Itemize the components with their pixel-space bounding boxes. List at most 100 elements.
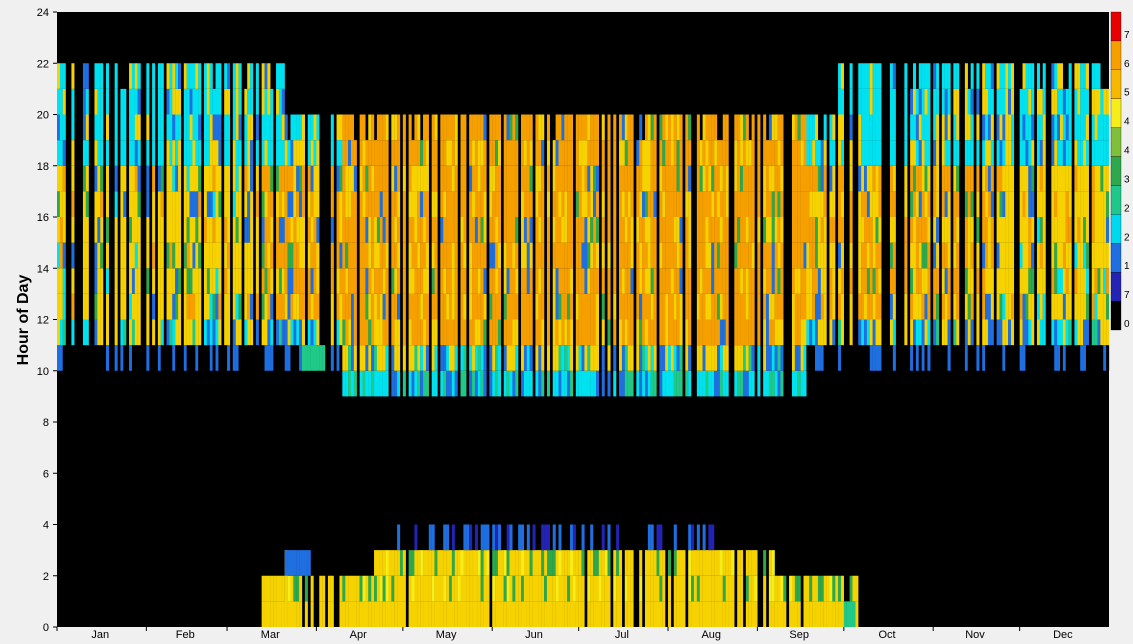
heatmap-cell bbox=[224, 293, 228, 320]
heatmap-cell bbox=[665, 114, 669, 141]
heatmap-cell bbox=[397, 217, 401, 243]
heatmap-cell bbox=[238, 63, 242, 89]
heatmap-cell bbox=[725, 319, 729, 346]
heatmap-cell bbox=[209, 165, 213, 192]
heatmap-cell bbox=[451, 319, 455, 346]
heatmap-cell bbox=[659, 217, 663, 243]
heatmap-cell bbox=[353, 268, 357, 294]
heatmap-cell bbox=[379, 242, 383, 269]
heatmap-cell bbox=[665, 140, 669, 166]
heatmap-cell bbox=[454, 165, 458, 192]
heatmap-cell bbox=[644, 345, 648, 371]
heatmap-cell bbox=[910, 268, 914, 294]
heatmap-cell bbox=[910, 88, 914, 115]
heatmap-cell bbox=[1051, 268, 1055, 294]
heatmap-cell bbox=[653, 268, 657, 294]
heatmap-cell bbox=[708, 191, 712, 218]
y-tick-label: 4 bbox=[43, 520, 49, 532]
heatmap-cell bbox=[985, 242, 989, 269]
heatmap-cell bbox=[296, 217, 300, 243]
heatmap-cell bbox=[613, 191, 617, 218]
heatmap-cell bbox=[492, 550, 496, 576]
heatmap-cell bbox=[872, 319, 876, 346]
heatmap-cell bbox=[725, 165, 729, 192]
heatmap-cell bbox=[601, 293, 605, 320]
heatmap-cell bbox=[463, 293, 467, 320]
heatmap-cell bbox=[644, 114, 648, 141]
heatmap-cell bbox=[815, 319, 819, 346]
heatmap-cell bbox=[549, 601, 553, 628]
heatmap-cell bbox=[745, 370, 749, 397]
heatmap-cell bbox=[443, 370, 447, 397]
heatmap-cell bbox=[460, 217, 464, 243]
heatmap-cell bbox=[463, 191, 467, 218]
heatmap-cell bbox=[301, 319, 306, 346]
heatmap-cell bbox=[561, 165, 565, 192]
heatmap-cell bbox=[391, 140, 395, 166]
heatmap-cell bbox=[587, 345, 591, 371]
heatmap-cell bbox=[120, 345, 124, 371]
heatmap-cell bbox=[463, 165, 467, 192]
heatmap-cell bbox=[385, 345, 389, 371]
heatmap-cell bbox=[1002, 293, 1006, 320]
colorbar-segment bbox=[1110, 40, 1122, 70]
heatmap-cell bbox=[1011, 242, 1015, 269]
heatmap-cell bbox=[823, 217, 827, 243]
heatmap-cell bbox=[1062, 319, 1066, 346]
heatmap-cell bbox=[970, 63, 974, 89]
heatmap-cell bbox=[206, 140, 210, 166]
heatmap-cell bbox=[647, 165, 651, 192]
heatmap-cell bbox=[1074, 319, 1078, 346]
heatmap-cell bbox=[812, 217, 816, 243]
heatmap-cell bbox=[397, 370, 401, 397]
heatmap-cell bbox=[301, 217, 306, 243]
heatmap-cell bbox=[152, 319, 156, 346]
heatmap-cell bbox=[261, 88, 265, 115]
heatmap-cell bbox=[423, 140, 427, 166]
heatmap-cell bbox=[1068, 242, 1072, 269]
heatmap-cell bbox=[688, 268, 692, 294]
heatmap-cell bbox=[619, 217, 623, 243]
heatmap-cell bbox=[869, 191, 873, 218]
heatmap-cell bbox=[967, 293, 971, 320]
heatmap-cell bbox=[497, 191, 502, 218]
heatmap-cell bbox=[719, 601, 723, 628]
heatmap-cell bbox=[817, 293, 821, 320]
heatmap-cell bbox=[480, 140, 484, 166]
heatmap-cell bbox=[1031, 268, 1035, 294]
heatmap-cell bbox=[296, 345, 300, 371]
heatmap-cell bbox=[803, 217, 807, 243]
heatmap-cell bbox=[740, 319, 744, 346]
heatmap-cell bbox=[448, 575, 453, 602]
heatmap-cell bbox=[469, 550, 473, 576]
heatmap-cell bbox=[711, 345, 715, 371]
heatmap-cell bbox=[607, 601, 611, 628]
heatmap-cell bbox=[472, 268, 476, 294]
heatmap-cell bbox=[996, 88, 1000, 115]
heatmap-cell bbox=[123, 140, 127, 166]
heatmap-cell bbox=[613, 601, 617, 628]
heatmap-cell bbox=[255, 63, 259, 89]
heatmap-cell bbox=[705, 575, 709, 602]
heatmap-cell bbox=[797, 191, 801, 218]
heatmap-cell bbox=[411, 550, 415, 576]
heatmap-cell bbox=[310, 165, 314, 192]
colorbar-label: 4 bbox=[1124, 146, 1130, 157]
heatmap-cell bbox=[1074, 114, 1078, 141]
heatmap-cell bbox=[650, 575, 654, 602]
heatmap-cell bbox=[964, 319, 968, 346]
heatmap-cell bbox=[982, 114, 986, 141]
heatmap-cell bbox=[169, 165, 173, 192]
heatmap-cell bbox=[702, 293, 706, 320]
heatmap-cell bbox=[454, 114, 458, 141]
heatmap-cell bbox=[106, 345, 110, 371]
heatmap-cell bbox=[621, 268, 625, 294]
heatmap-cell bbox=[1103, 293, 1107, 320]
heatmap-cell bbox=[546, 524, 550, 551]
heatmap-cell bbox=[933, 114, 937, 141]
heatmap-cell bbox=[699, 217, 703, 243]
heatmap-cell bbox=[1039, 319, 1043, 346]
heatmap-cell bbox=[417, 601, 421, 628]
heatmap-cell bbox=[296, 319, 300, 346]
heatmap-cell bbox=[696, 319, 700, 346]
